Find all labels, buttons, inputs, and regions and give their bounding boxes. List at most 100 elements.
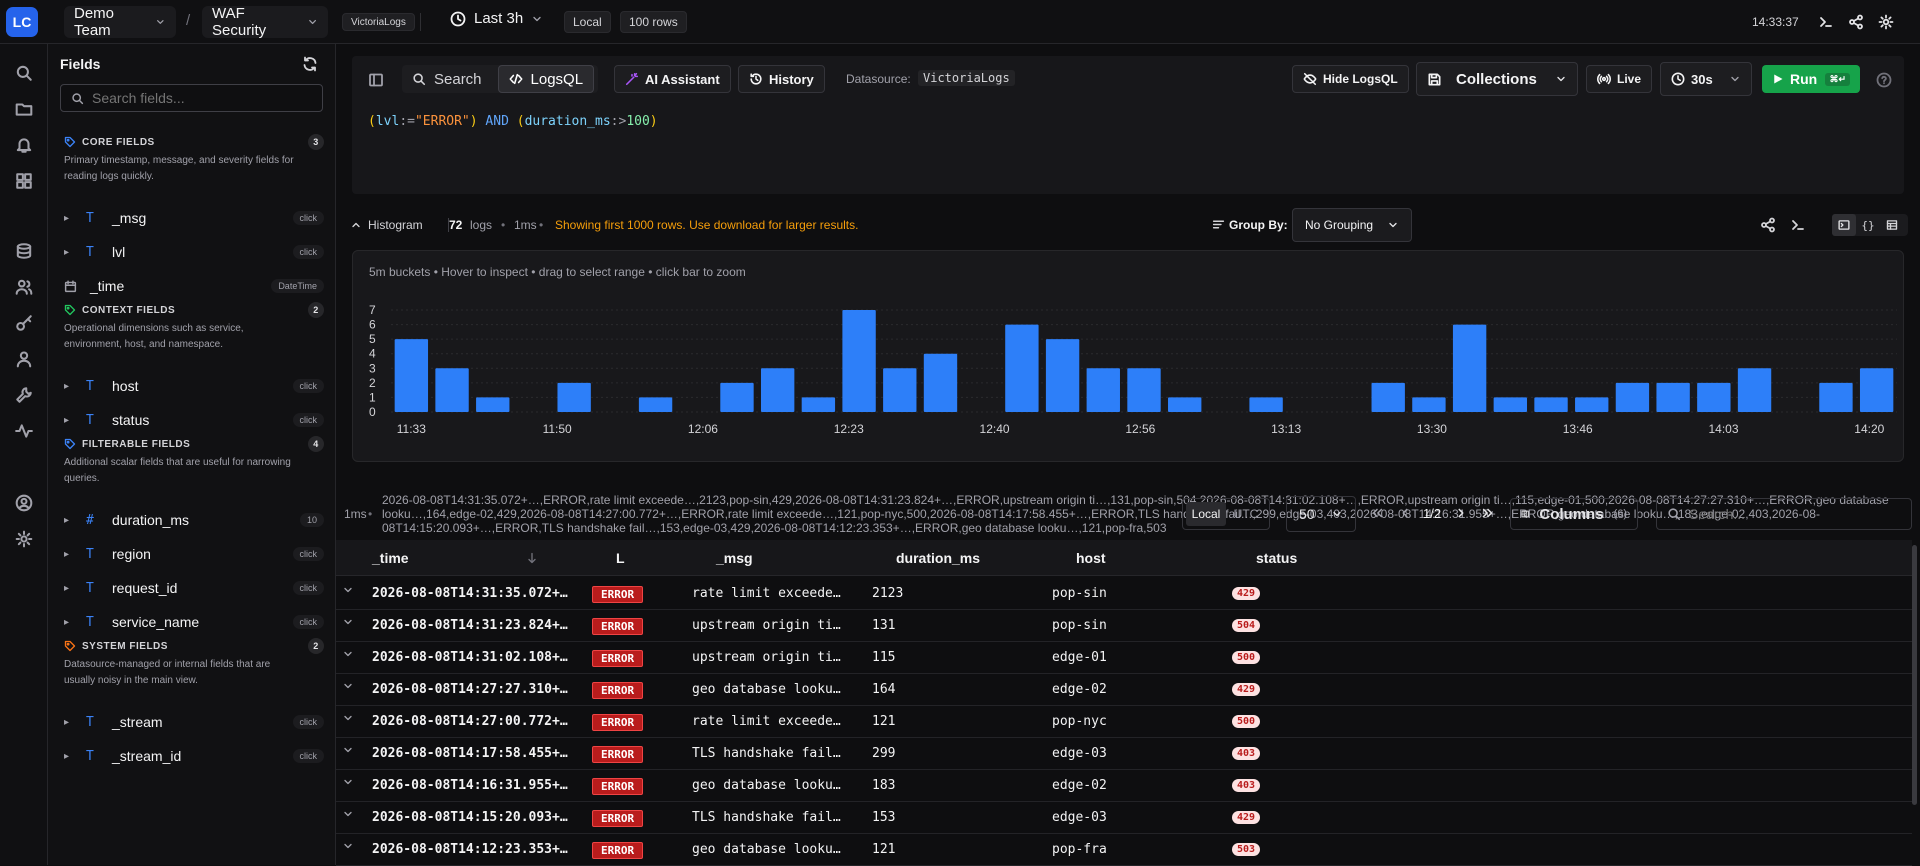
chevron-down-icon[interactable]: [342, 680, 354, 692]
sidebar-toggle-icon[interactable]: [368, 72, 384, 88]
histogram-bar[interactable]: [883, 368, 917, 412]
collections-button[interactable]: Collections: [1416, 62, 1578, 96]
search-icon[interactable]: [15, 64, 33, 82]
history-button[interactable]: History: [738, 65, 825, 93]
field-item-time[interactable]: ▸ _time DateTime: [64, 274, 324, 298]
field-badge[interactable]: click: [292, 715, 324, 729]
terminal-icon[interactable]: [1790, 217, 1806, 233]
table-row[interactable]: 2026-08-08T14:12:23.353+… ERROR geo data…: [336, 834, 1912, 866]
timezone-pill[interactable]: Local: [564, 11, 611, 33]
histogram-bar[interactable]: [720, 382, 754, 412]
field-badge[interactable]: click: [292, 379, 324, 393]
field-item-stream[interactable]: ▸ T _stream click: [64, 710, 324, 734]
refresh-icon[interactable]: [302, 56, 318, 72]
field-badge[interactable]: click: [292, 615, 324, 629]
field-item-requestid[interactable]: ▸ T request_id click: [64, 576, 324, 600]
field-badge[interactable]: click: [292, 547, 324, 561]
field-badge[interactable]: click: [292, 211, 324, 225]
histogram-bar[interactable]: [638, 397, 673, 412]
team-selector[interactable]: Demo Team: [64, 5, 176, 39]
field-item-lvl[interactable]: ▸ T lvl click: [64, 240, 324, 264]
histogram-bar[interactable]: [1737, 368, 1772, 412]
last-page-icon[interactable]: [1481, 506, 1495, 520]
table-row[interactable]: 2026-08-08T14:31:02.108+… ERROR upstream…: [336, 642, 1912, 674]
histogram-bar[interactable]: [1697, 382, 1731, 412]
chevron-down-icon[interactable]: [342, 712, 354, 724]
help-icon[interactable]: [1876, 72, 1892, 88]
chevron-down-icon[interactable]: [342, 744, 354, 756]
histogram-bar[interactable]: [1575, 397, 1609, 412]
query-editor[interactable]: (lvl:="ERROR") AND (duration_ms:>100): [368, 114, 658, 129]
run-button[interactable]: Run ⌘↵: [1762, 65, 1860, 93]
col-host[interactable]: host: [1076, 550, 1106, 566]
json-icon[interactable]: {}: [1861, 218, 1875, 232]
hide-logsql-button[interactable]: Hide LogsQL: [1292, 65, 1409, 93]
tab-logsql[interactable]: LogsQL: [497, 65, 595, 93]
terminal-icon[interactable]: [1818, 14, 1834, 30]
col-time[interactable]: _time: [372, 550, 409, 566]
gear-icon[interactable]: [1878, 14, 1894, 30]
tz-utc[interactable]: UTC: [1233, 507, 1259, 521]
table-row[interactable]: 2026-08-08T14:15:20.093+… ERROR TLS hand…: [336, 802, 1912, 834]
users-icon[interactable]: [15, 278, 33, 296]
chevron-down-icon[interactable]: [342, 648, 354, 660]
field-badge[interactable]: click: [292, 245, 324, 259]
view-table[interactable]: [1880, 214, 1904, 236]
chevron-down-icon[interactable]: [342, 616, 354, 628]
project-selector[interactable]: WAF Security: [202, 5, 328, 39]
table-row[interactable]: 2026-08-08T14:31:23.824+… ERROR upstream…: [336, 610, 1912, 642]
team-icon[interactable]: [15, 350, 33, 368]
table-search[interactable]: [1656, 498, 1912, 530]
time-range-selector[interactable]: Last 3h: [450, 10, 543, 27]
view-raw[interactable]: [1832, 214, 1856, 236]
histogram-bar[interactable]: [1819, 382, 1853, 412]
histogram-bar[interactable]: [760, 368, 795, 412]
histogram-bar[interactable]: [1656, 382, 1690, 412]
activity-icon[interactable]: [15, 422, 33, 440]
histogram-bar[interactable]: [1615, 382, 1650, 412]
col-msg[interactable]: _msg: [716, 550, 753, 566]
columns-button[interactable]: Columns (6): [1510, 498, 1638, 530]
chevron-down-icon[interactable]: [342, 840, 354, 852]
bell-icon[interactable]: [15, 136, 33, 154]
field-item-msg[interactable]: ▸ T _msg click: [64, 206, 324, 230]
prev-page-icon[interactable]: [1398, 506, 1412, 520]
histogram-bar[interactable]: [1859, 368, 1894, 412]
field-item-servicename[interactable]: ▸ T service_name click: [64, 610, 324, 634]
chevron-down-icon[interactable]: [342, 776, 354, 788]
rows-pill[interactable]: 100 rows: [620, 11, 687, 33]
app-logo[interactable]: LC: [6, 7, 38, 37]
dashboard-icon[interactable]: [15, 172, 33, 190]
field-item-status[interactable]: ▸ T status click: [64, 408, 324, 432]
chevron-down-icon[interactable]: [342, 808, 354, 820]
histogram-bar[interactable]: [557, 382, 591, 412]
histogram-bar[interactable]: [1452, 324, 1487, 412]
ai-assistant-button[interactable]: AI Assistant: [614, 65, 731, 93]
field-badge[interactable]: 10: [299, 513, 324, 527]
histogram-bar[interactable]: [1249, 397, 1283, 412]
page-size-select[interactable]: 50: [1286, 496, 1356, 532]
settings-icon[interactable]: [15, 530, 33, 548]
fields-search-input[interactable]: [92, 90, 292, 106]
next-page-icon[interactable]: [1454, 506, 1468, 520]
histogram-bar[interactable]: [1534, 397, 1568, 412]
col-duration[interactable]: duration_ms: [896, 550, 981, 566]
table-row[interactable]: 2026-08-08T14:27:27.310+… ERROR geo data…: [336, 674, 1912, 706]
field-badge[interactable]: DateTime: [271, 279, 324, 293]
first-page-icon[interactable]: [1370, 506, 1384, 520]
field-badge[interactable]: click: [292, 581, 324, 595]
field-item-host[interactable]: ▸ T host click: [64, 374, 324, 398]
table-scrollbar[interactable]: [1912, 545, 1917, 805]
histogram-bar[interactable]: [923, 353, 958, 412]
table-row[interactable]: 2026-08-08T14:17:58.455+… ERROR TLS hand…: [336, 738, 1912, 770]
tz-local[interactable]: Local: [1186, 502, 1226, 526]
wrench-icon[interactable]: [15, 386, 33, 404]
fields-search[interactable]: [60, 84, 323, 112]
histogram-toggle[interactable]: Histogram: [350, 218, 423, 232]
field-item-streamid[interactable]: ▸ T _stream_id click: [64, 744, 324, 768]
user-circle-icon[interactable]: [15, 494, 33, 512]
table-search-input[interactable]: [1689, 506, 1889, 522]
histogram-bar[interactable]: [1005, 324, 1039, 412]
share-icon[interactable]: [1848, 14, 1864, 30]
refresh-interval-selector[interactable]: 30s: [1660, 62, 1752, 96]
